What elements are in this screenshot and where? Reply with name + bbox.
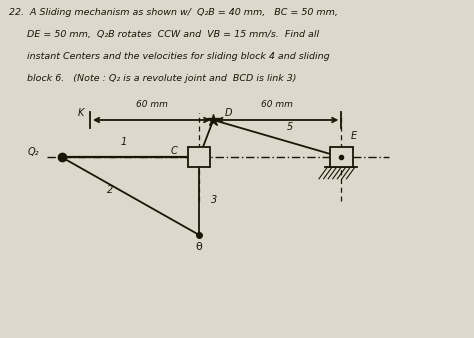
Text: instant Centers and the velocities for sliding block 4 and sliding: instant Centers and the velocities for s…: [9, 52, 330, 62]
Text: 5: 5: [287, 122, 293, 132]
Text: 1: 1: [121, 137, 127, 147]
Text: C: C: [171, 146, 177, 156]
Bar: [188, 147, 210, 167]
Text: 60 mm: 60 mm: [261, 100, 293, 109]
Text: E: E: [351, 130, 357, 141]
Text: 22.  A Sliding mechanism as shown w/  Q₂B = 40 mm,   BC = 50 mm,: 22. A Sliding mechanism as shown w/ Q₂B …: [9, 8, 338, 18]
Text: K: K: [77, 108, 84, 118]
Text: 3: 3: [211, 195, 217, 205]
Bar: [330, 147, 353, 167]
Text: 60 mm: 60 mm: [136, 100, 168, 109]
Text: block 6.   (Note : Q₂ is a revolute joint and  BCD is link 3): block 6. (Note : Q₂ is a revolute joint …: [9, 74, 297, 83]
Text: D: D: [225, 108, 233, 118]
Text: θ: θ: [196, 242, 202, 252]
Text: Q₂: Q₂: [27, 147, 39, 158]
Text: DE = 50 mm,  Q₂B rotates  CCW and  VB = 15 mm/s.  Find all: DE = 50 mm, Q₂B rotates CCW and VB = 15 …: [9, 30, 319, 40]
Text: 2: 2: [107, 185, 113, 195]
